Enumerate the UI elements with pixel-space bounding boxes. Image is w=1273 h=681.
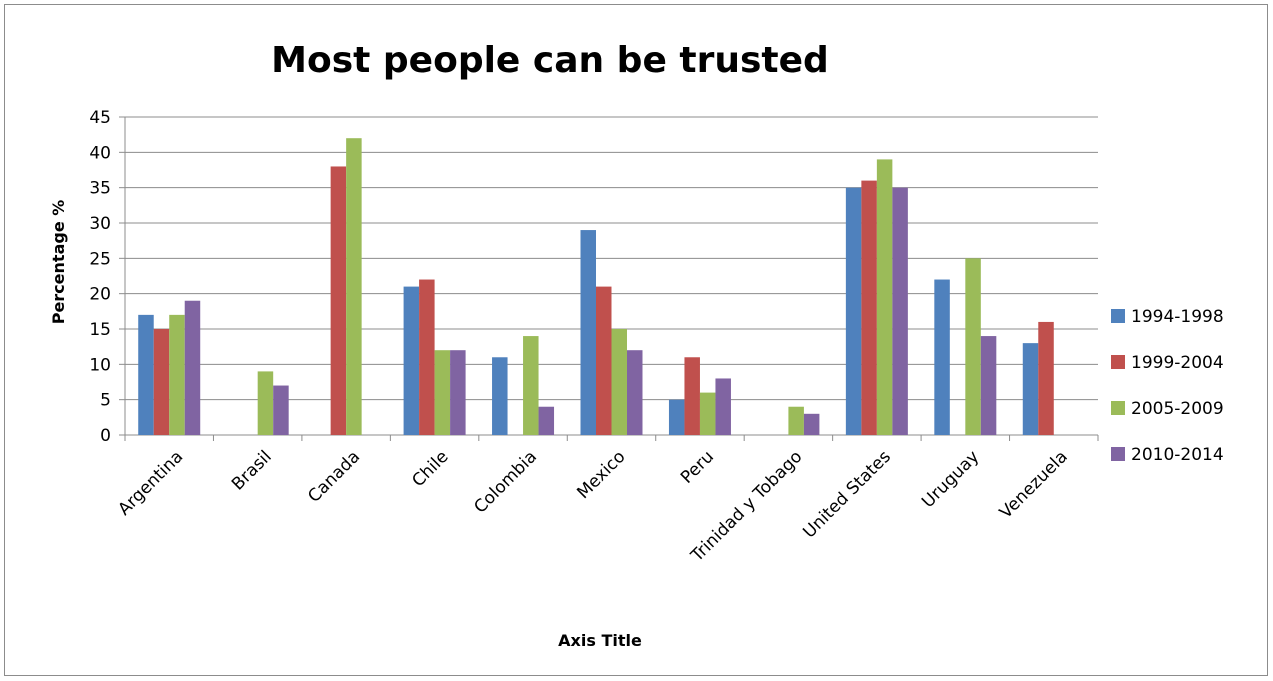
bar-1994-1998 (403, 286, 420, 435)
bar-1999-2004 (153, 329, 170, 435)
bar-1999-2004 (1038, 321, 1054, 435)
bar-1994-1998 (668, 399, 685, 435)
bar-2005-2009 (788, 406, 804, 435)
bar-1994-1998 (138, 314, 154, 435)
legend-label: 2010-2014 (1131, 445, 1224, 465)
bar-1994-1998 (845, 187, 862, 435)
legend-swatch (1111, 447, 1125, 461)
bar-2005-2009 (965, 258, 981, 435)
bar-2005-2009 (876, 159, 893, 435)
legend-swatch (1111, 309, 1125, 323)
bar-1999-2004 (684, 357, 700, 435)
y-tick-label: 0 (100, 426, 111, 446)
legend-swatch (1111, 355, 1125, 369)
y-tick-label: 10 (89, 355, 111, 375)
legend-label: 2005-2009 (1131, 399, 1224, 419)
chart-frame (4, 4, 1268, 676)
bar-2005-2009 (434, 350, 451, 435)
bar-2010-2014 (273, 385, 289, 435)
x-axis-ticks: Argentina Brasil Canada Chile Colombia Mexico… (114, 447, 1071, 567)
y-tick-label: 45 (89, 108, 111, 128)
x-tick-label: United States (799, 447, 895, 543)
y-tick-label: 35 (89, 179, 111, 199)
bar-2010-2014 (184, 300, 201, 435)
x-tick-label: Argentina (114, 447, 187, 520)
x-tick-label: Brasil (228, 447, 276, 495)
x-tick-label: Chile (408, 447, 452, 491)
bar-2010-2014 (627, 350, 643, 435)
y-axis-title: Percentage % (49, 200, 68, 325)
y-tick-label: 20 (89, 285, 111, 305)
x-axis-title: Axis Title (558, 631, 642, 650)
bar-1999-2004 (330, 166, 347, 435)
bar-2005-2009 (169, 314, 185, 435)
bar-1999-2004 (596, 286, 612, 435)
bar-2010-2014 (980, 336, 997, 435)
legend: 1994-1998 1999-2004 2005-2009 2010-2014 (1111, 307, 1224, 465)
y-tick-label: 15 (89, 320, 111, 340)
y-tick-label: 30 (89, 214, 111, 234)
bar-2005-2009 (611, 329, 627, 435)
bar-2005-2009 (523, 336, 539, 435)
bar-2005-2009 (346, 138, 362, 435)
legend-label: 1999-2004 (1131, 353, 1224, 373)
bar-1994-1998 (492, 357, 508, 435)
bar-1999-2004 (861, 180, 877, 435)
x-tick-label: Colombia (470, 447, 541, 518)
x-tick-label: Venezuela (996, 447, 1072, 523)
y-tick-label: 5 (100, 391, 111, 411)
y-axis-ticks: 0 5 10 15 20 25 30 35 40 45 (89, 108, 111, 446)
bar-2010-2014 (715, 378, 731, 435)
y-tick-label: 25 (89, 249, 111, 269)
bar-2010-2014 (892, 187, 908, 435)
bar-2005-2009 (699, 392, 716, 435)
bar-1994-1998 (1022, 343, 1039, 435)
x-tick-label: Mexico (573, 447, 629, 503)
y-tick-label: 40 (89, 143, 111, 163)
bar-1999-2004 (419, 279, 435, 435)
bar-2005-2009 (257, 371, 274, 435)
x-tick-label: Canada (304, 447, 364, 507)
bars (138, 138, 1054, 435)
chart-title: Most people can be trusted (271, 40, 829, 81)
x-tick-label: Uruguay (918, 447, 983, 512)
legend-swatch (1111, 401, 1125, 415)
bar-2010-2014 (450, 350, 466, 435)
bar-2010-2014 (803, 413, 820, 435)
bar-2010-2014 (538, 406, 555, 435)
bar-1994-1998 (580, 230, 596, 435)
bar-1994-1998 (934, 279, 950, 435)
x-tick-label: Peru (677, 447, 718, 488)
legend-label: 1994-1998 (1131, 307, 1224, 327)
